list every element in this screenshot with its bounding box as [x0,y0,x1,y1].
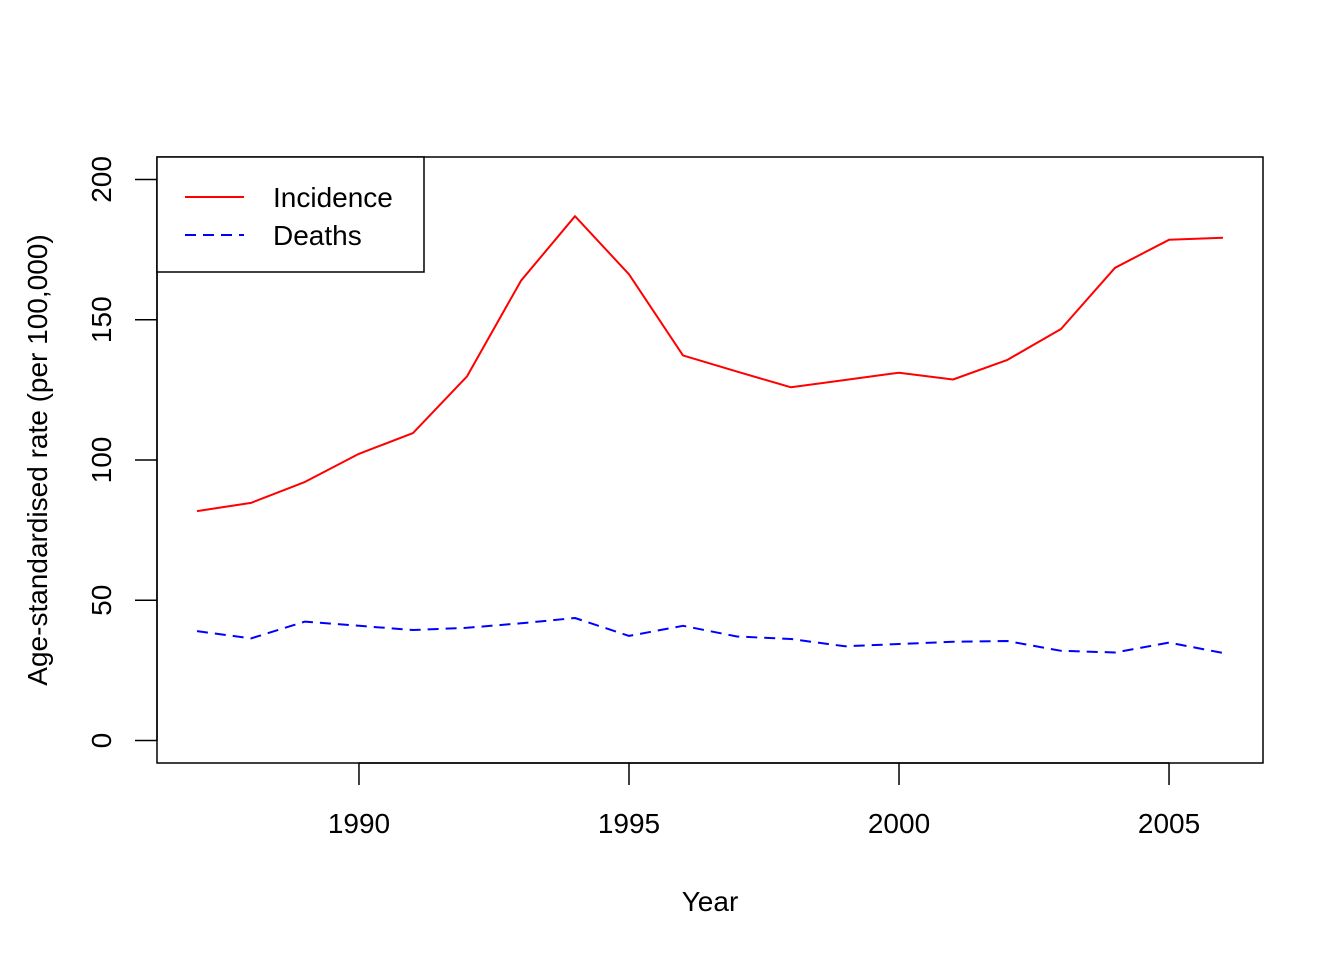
y-axis-label: Age-standardised rate (per 100,000) [22,234,53,685]
legend-label-deaths: Deaths [273,220,362,251]
x-tick-label: 2005 [1138,808,1200,839]
x-tick-label: 1990 [328,808,390,839]
series-layer [196,215,1224,654]
series-line-incidence [196,215,1224,513]
legend-label-incidence: Incidence [273,182,393,213]
y-tick-label: 0 [86,733,117,749]
y-tick-label: 100 [86,437,117,484]
legend: Incidence Deaths [156,156,425,273]
y-axis: 0 50 100 150 200 [86,156,158,749]
legend-box [156,156,425,273]
y-tick-label: 150 [86,296,117,343]
x-tick-label: 1995 [598,808,660,839]
x-axis-label: Year [682,886,739,917]
y-tick-label: 50 [86,585,117,616]
series-line-deaths [196,617,1224,654]
x-tick-label: 2000 [868,808,930,839]
x-axis: 1990 1995 2000 2005 [328,762,1200,839]
y-tick-label: 200 [86,156,117,203]
